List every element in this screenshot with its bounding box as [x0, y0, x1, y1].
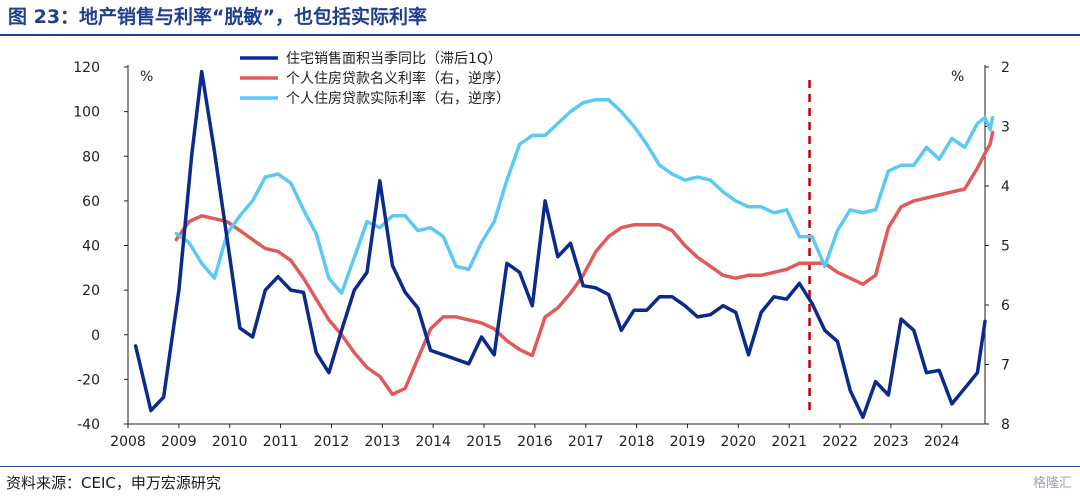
left-tick-label: -20	[77, 372, 100, 388]
legend-label-3: 个人住房贷款实际利率（右，逆序）	[286, 90, 510, 107]
left-tick-label: 0	[91, 328, 100, 344]
x-tick-label: 2014	[415, 434, 451, 450]
x-tick-label: 2011	[263, 434, 299, 450]
legend: 住宅销售面积当季同比（滞后1Q） 个人住房贷款名义利率（右，逆序） 个人住房贷款实际…	[240, 51, 510, 107]
left-tick-label: 40	[82, 239, 100, 255]
axes-layer: -40 -20 0 20 40 60 80 100 120 2 3 4 5 6 7 8% % 2008 2009 20…	[73, 60, 1010, 450]
bottom-rule	[0, 466, 1080, 467]
series-layer	[133, 69, 995, 420]
right-unit-label: %	[951, 69, 964, 85]
figure-title: 图 23：地产销售与利率“脱敏”，也包括实际利率	[8, 6, 428, 28]
left-tick-label: 60	[82, 194, 100, 210]
right-tick-label: 2	[1001, 60, 1010, 76]
dual-axis-line-chart: -40 -20 0 20 40 60 80 100 120 2 3 4 5 6 7 8% % 2008 2009 20…	[73, 51, 1010, 450]
series-line-1	[133, 69, 987, 420]
x-tick-label: 2013	[364, 434, 400, 450]
series-line-3	[174, 97, 995, 295]
x-tick-label: 2023	[873, 434, 909, 450]
x-tick-label: 2017	[568, 434, 604, 450]
x-tick-label: 2012	[314, 434, 350, 450]
left-tick-label: 80	[82, 149, 100, 165]
x-tick-label: 2024	[924, 434, 960, 450]
left-unit-label: %	[140, 69, 153, 85]
right-tick-label: 4	[1001, 179, 1010, 195]
right-tick-label: 8	[1001, 417, 1010, 433]
x-tick-label: 2016	[517, 434, 553, 450]
left-tick-label: 120	[73, 60, 100, 76]
x-tick-label: 2018	[619, 434, 655, 450]
x-tick-label: 2021	[771, 434, 807, 450]
left-tick-label: -40	[77, 417, 100, 433]
right-tick-label: 6	[1001, 298, 1010, 314]
right-tick-label: 5	[1001, 239, 1010, 255]
x-tick-label: 2008	[110, 434, 146, 450]
x-tick-label: 2020	[721, 434, 757, 450]
x-tick-label: 2022	[822, 434, 858, 450]
legend-label-2: 个人住房贷款名义利率（右，逆序）	[286, 70, 510, 87]
right-tick-label: 7	[1001, 358, 1010, 374]
x-tick-label: 2010	[212, 434, 248, 450]
legend-label-1: 住宅销售面积当季同比（滞后1Q）	[286, 51, 502, 67]
x-tick-label: 2015	[466, 434, 502, 450]
series-line-2	[174, 130, 995, 397]
top-rule	[0, 34, 1080, 36]
x-tick-label: 2009	[161, 434, 197, 450]
left-tick-label: 20	[82, 283, 100, 299]
right-tick-label: 3	[1001, 120, 1010, 136]
watermark: 格隆汇	[1032, 476, 1072, 491]
source-note: 资料来源：CEIC，申万宏源研究	[6, 474, 221, 492]
x-tick-label: 2019	[670, 434, 706, 450]
left-tick-label: 100	[73, 105, 100, 121]
